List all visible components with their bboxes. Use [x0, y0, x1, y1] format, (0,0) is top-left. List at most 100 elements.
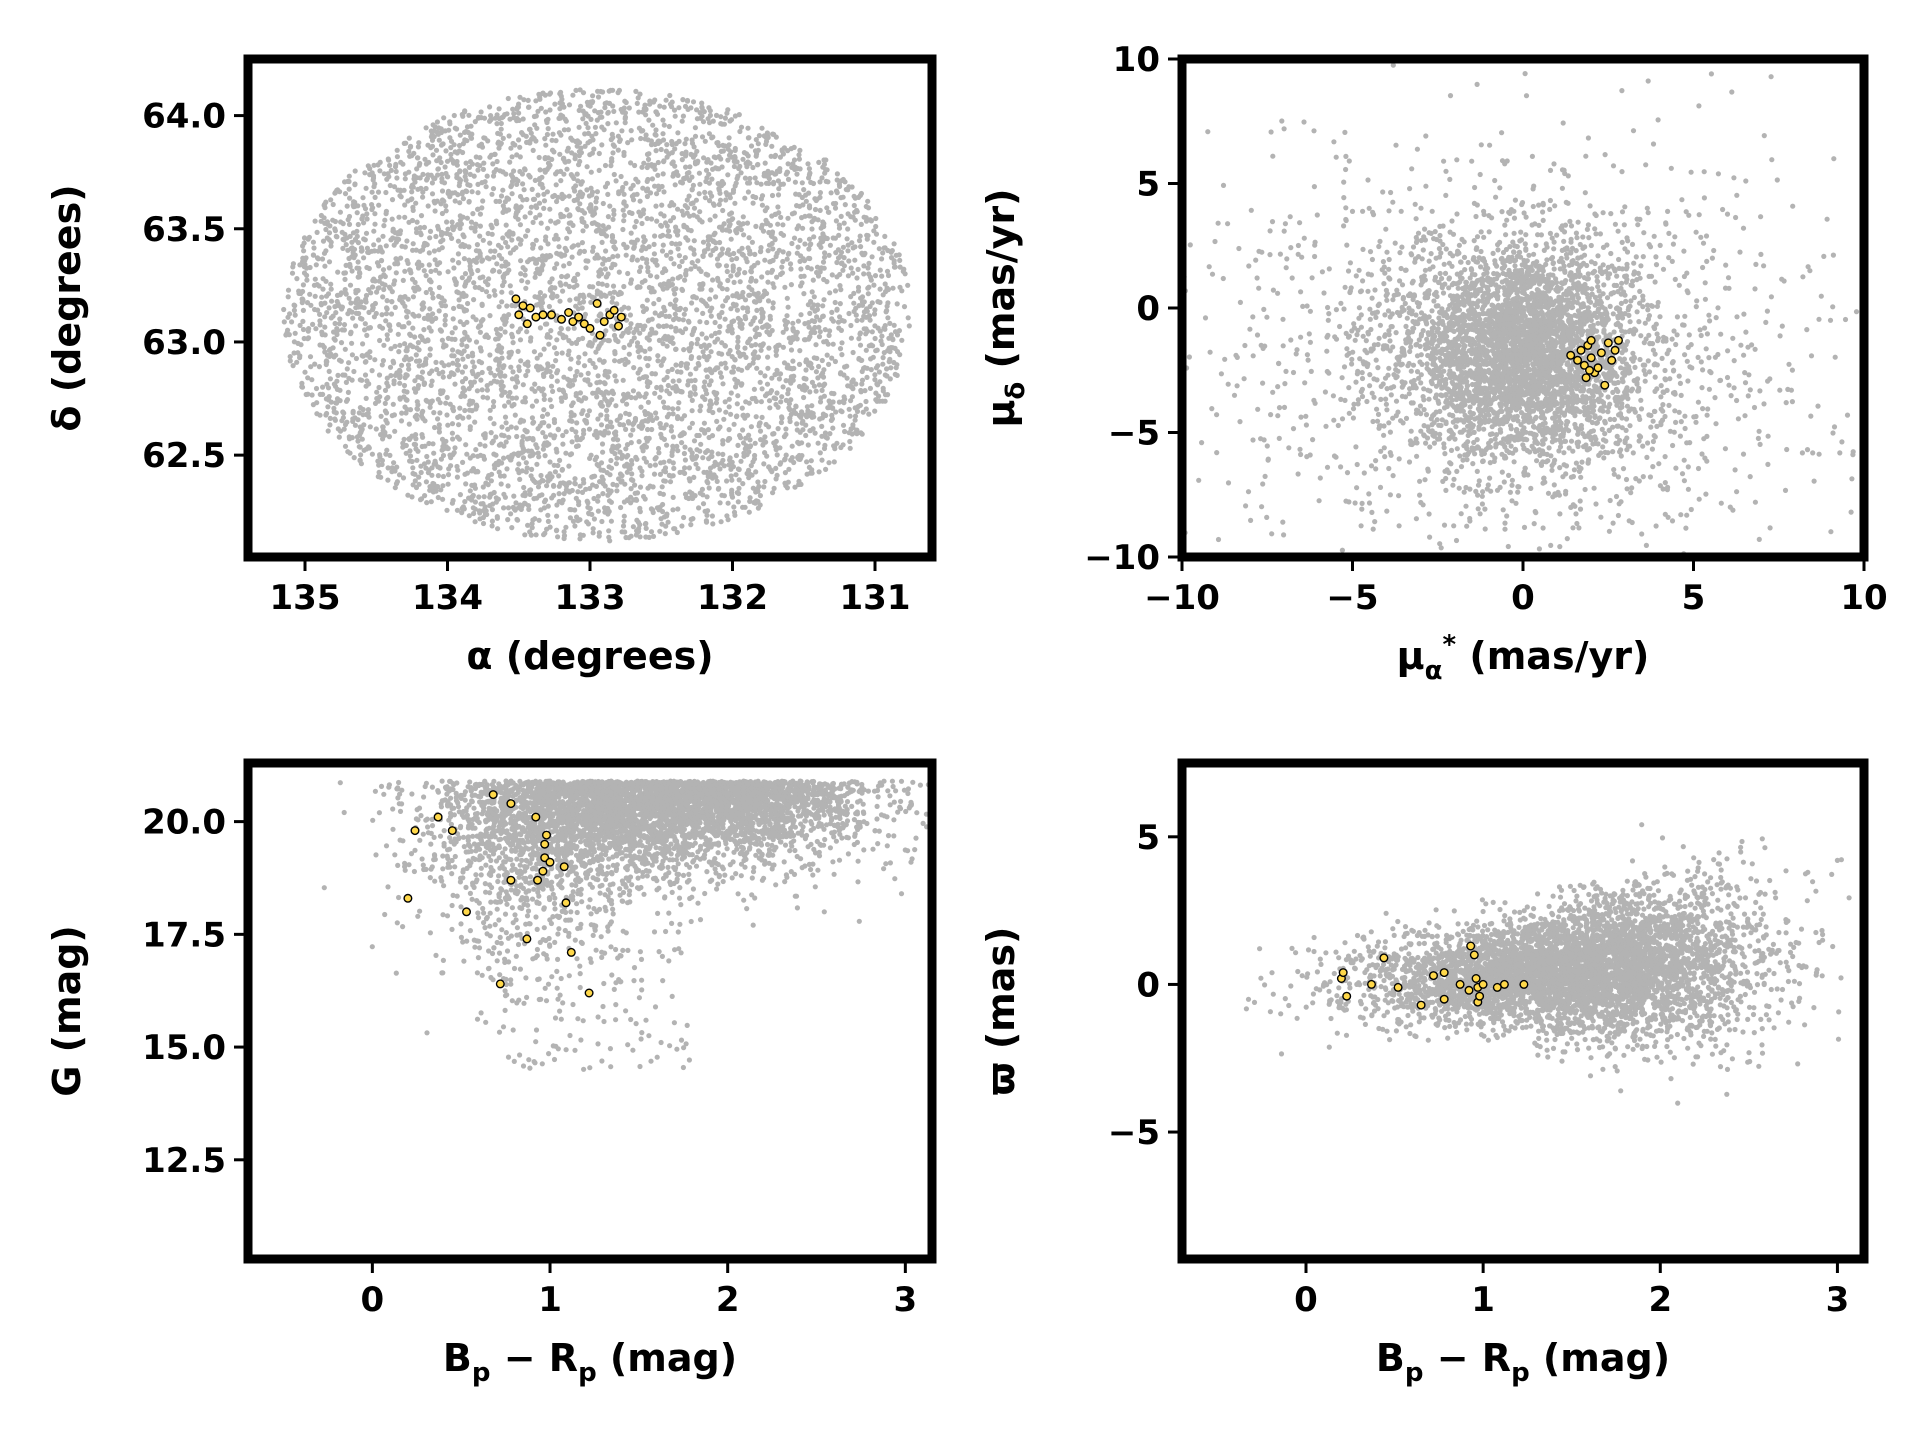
- field-star-point: [335, 426, 341, 432]
- field-star-point: [651, 241, 657, 247]
- field-star-point: [743, 399, 749, 405]
- field-star-point: [429, 180, 435, 186]
- field-star-point: [530, 219, 536, 225]
- field-star-point: [607, 290, 613, 296]
- field-star-point: [712, 339, 718, 345]
- field-star-point: [534, 355, 540, 361]
- field-star-point: [426, 250, 432, 256]
- field-star-point: [392, 343, 398, 349]
- field-star-point: [817, 190, 824, 196]
- field-star-point: [865, 291, 871, 297]
- field-star-point: [749, 287, 755, 293]
- field-star-point: [427, 286, 433, 292]
- field-star-point: [672, 182, 678, 188]
- field-star-point: [806, 236, 813, 242]
- field-star-point: [619, 473, 625, 479]
- field-star-point: [588, 99, 594, 105]
- field-star-point: [330, 217, 336, 223]
- field-star-point: [392, 304, 398, 310]
- field-star-point: [797, 203, 803, 209]
- field-star-point: [534, 461, 540, 467]
- field-star-point: [606, 338, 612, 344]
- field-star-point: [657, 471, 664, 477]
- field-star-point: [391, 381, 397, 387]
- field-star-point: [438, 142, 445, 148]
- field-star-point: [479, 387, 485, 393]
- field-star-point: [667, 338, 673, 344]
- field-star-point: [681, 514, 687, 521]
- field-star-point: [799, 420, 805, 426]
- field-star-point: [322, 349, 328, 355]
- field-star-point: [769, 231, 775, 237]
- field-star-point: [637, 505, 643, 511]
- field-star-point: [653, 203, 659, 209]
- field-star-point: [539, 420, 545, 426]
- field-star-point: [626, 351, 632, 357]
- field-star-point: [801, 273, 807, 279]
- field-star-point: [815, 273, 822, 279]
- field-star-point: [623, 245, 629, 251]
- field-star-point: [533, 98, 539, 104]
- field-star-point: [551, 462, 557, 468]
- field-star-point: [471, 297, 477, 303]
- field-star-point: [389, 216, 395, 222]
- field-star-point: [833, 250, 839, 256]
- field-star-point: [322, 205, 328, 211]
- field-star-point: [771, 485, 777, 491]
- field-star-point: [671, 465, 677, 471]
- field-star-point: [752, 349, 758, 355]
- field-star-point: [784, 485, 791, 491]
- field-star-point: [872, 372, 878, 378]
- field-star-point: [449, 330, 455, 336]
- field-star-point: [838, 195, 844, 201]
- field-star-point: [660, 341, 666, 347]
- field-star-point: [596, 167, 602, 173]
- field-star-point: [596, 389, 602, 395]
- field-star-point: [813, 388, 819, 394]
- field-star-point: [708, 333, 715, 339]
- field-star-point: [720, 438, 726, 444]
- field-star-point: [679, 258, 685, 265]
- field-star-point: [520, 116, 526, 122]
- field-star-point: [848, 265, 854, 271]
- field-star-point: [609, 233, 616, 239]
- field-star-point: [499, 256, 505, 262]
- field-star-point: [463, 307, 470, 313]
- field-star-point: [473, 374, 479, 380]
- field-star-point: [687, 390, 694, 396]
- field-star-point: [621, 283, 627, 290]
- field-star-point: [605, 374, 611, 380]
- field-star-point: [699, 331, 705, 337]
- field-star-point: [544, 483, 550, 489]
- field-star-point: [629, 210, 635, 216]
- field-star-point: [557, 280, 563, 286]
- field-star-point: [776, 342, 782, 348]
- field-star-point: [787, 418, 793, 425]
- field-star-point: [825, 179, 831, 185]
- field-star-point: [414, 406, 421, 412]
- field-star-point: [435, 131, 441, 137]
- field-star-point: [821, 254, 828, 260]
- field-star-point: [362, 321, 368, 327]
- field-star-point: [537, 181, 543, 187]
- field-star-point: [748, 143, 755, 149]
- field-star-point: [509, 182, 515, 188]
- field-star-point: [736, 112, 742, 118]
- field-star-point: [865, 198, 871, 204]
- field-star-point: [558, 178, 564, 184]
- field-star-point: [762, 257, 768, 263]
- field-star-point: [751, 386, 758, 392]
- field-star-point: [453, 281, 459, 288]
- field-star-point: [576, 124, 582, 130]
- field-star-point: [452, 445, 458, 451]
- field-star-point: [812, 430, 818, 436]
- field-star-point: [754, 162, 761, 168]
- field-star-point: [723, 298, 729, 304]
- field-star-point: [463, 177, 469, 183]
- field-star-point: [466, 513, 472, 519]
- field-star-point: [608, 457, 614, 464]
- field-star-point: [868, 342, 874, 348]
- field-star-point: [673, 297, 679, 303]
- field-star-point: [682, 457, 689, 463]
- field-star-point: [882, 233, 888, 239]
